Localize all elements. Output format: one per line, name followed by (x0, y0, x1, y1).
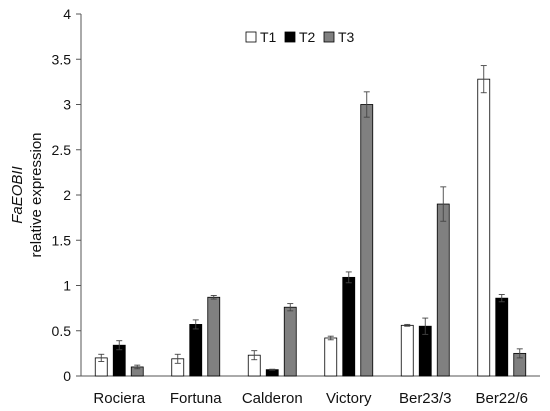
legend-swatch-t1 (245, 31, 257, 43)
bar-t1 (324, 337, 338, 377)
bar-t2 (189, 324, 203, 377)
bar-t2 (495, 297, 509, 377)
bar-t3 (283, 306, 297, 377)
y-tick-label: 0.5 (52, 323, 72, 339)
legend: T1 T2 T3 (245, 29, 355, 45)
x-tick-label: Victory (326, 390, 372, 407)
x-tick-label: Ber22/6 (475, 390, 528, 407)
y-tick-label: 2.5 (52, 142, 72, 158)
y-tick-label: 3.5 (52, 51, 72, 67)
bars (94, 65, 527, 377)
bar-t3 (360, 104, 374, 377)
bar-t1 (400, 324, 414, 377)
x-tick-label: Calderon (242, 390, 303, 407)
y-tick-label: 0 (63, 368, 71, 384)
x-tick-label: Fortuna (170, 390, 222, 407)
y-tick-label: 1.5 (52, 232, 72, 248)
legend-swatch-t3 (323, 31, 335, 43)
y-tick-label: 2 (63, 187, 71, 203)
y-tick-label: 4 (63, 6, 71, 22)
y-axis-title: relative expression (28, 132, 45, 257)
bar-t2 (342, 276, 356, 377)
bar-t1 (477, 78, 491, 377)
legend-label-t2: T2 (299, 29, 316, 45)
legend-swatch-t2 (284, 31, 296, 43)
legend-label-t1: T1 (260, 29, 277, 45)
y-tick-label: 1 (63, 278, 71, 294)
y-tick-label: 3 (63, 97, 71, 113)
y-axis: 0 0.5 1 1.5 2 2.5 3 3.5 4 (52, 6, 82, 384)
x-tick-label: Rociera (93, 390, 145, 407)
y-axis-title-italic: FaEOBII (9, 166, 26, 224)
x-axis: Rociera Fortuna Calderon Victory Ber23/3 Ber2… (81, 375, 540, 407)
bar-t3 (436, 203, 450, 377)
bar-t2 (265, 369, 279, 377)
x-tick-label: Ber23/3 (399, 390, 452, 407)
bar-t3 (207, 296, 221, 377)
legend-label-t3: T3 (338, 29, 355, 45)
